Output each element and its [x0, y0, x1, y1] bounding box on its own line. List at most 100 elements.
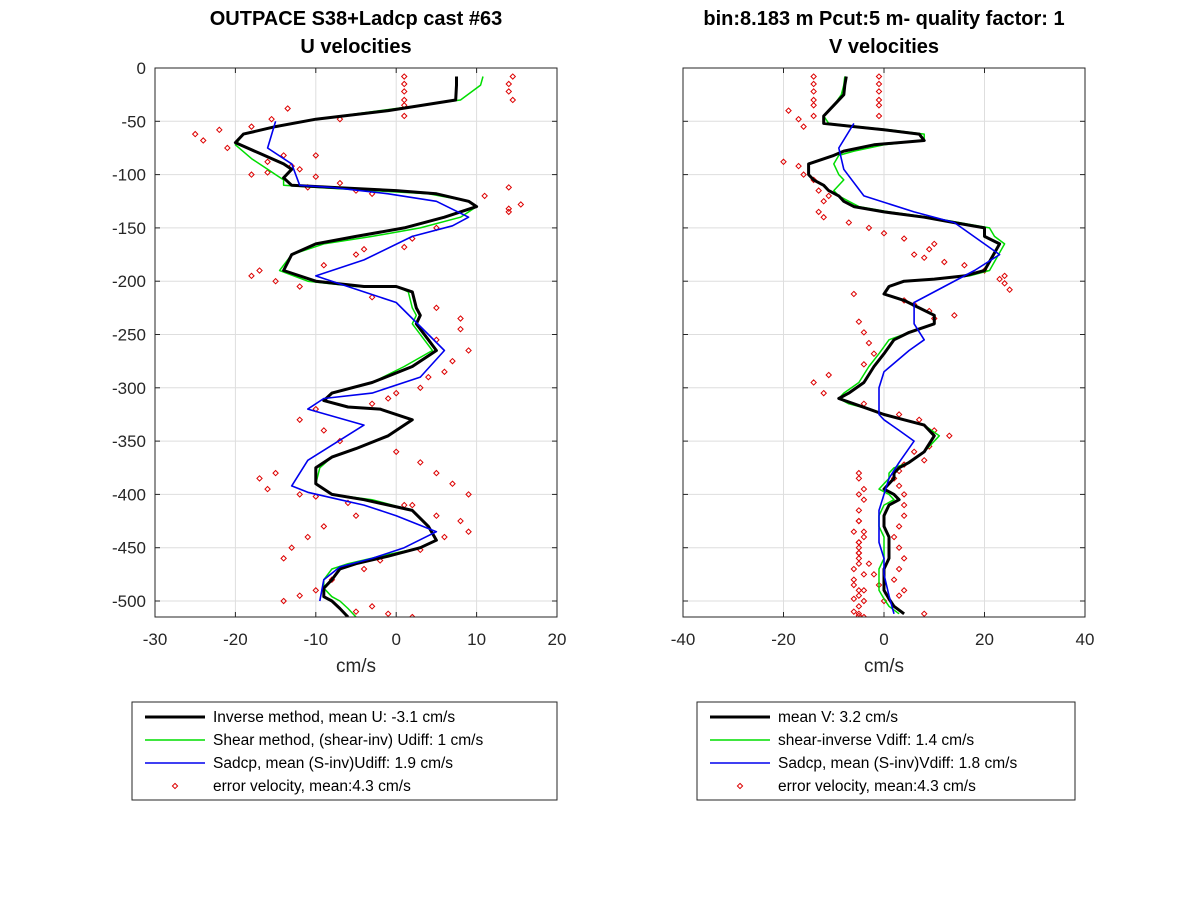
u-error-marker: [517, 201, 525, 208]
u-error-marker: [457, 325, 464, 333]
v-error-marker: [810, 80, 817, 88]
u-legend-label: Inverse method, mean U: -3.1 cm/s: [213, 709, 455, 726]
v-error-marker: [820, 213, 828, 221]
u-legend: Inverse method, mean U: -3.1 cm/s Shear m…: [131, 701, 558, 801]
u-xtick-label: -20: [223, 630, 248, 649]
u-error-marker: [296, 165, 304, 173]
v-error-marker: [860, 361, 868, 368]
u-plot-area: [191, 73, 525, 617]
u-error-marker: [296, 491, 304, 498]
u-ytick-label: -500: [112, 592, 146, 611]
u-error-marker: [457, 315, 464, 322]
v-error-marker: [875, 88, 883, 95]
v-legend-label: shear-inverse Vdiff: 1.4 cm/s: [778, 732, 974, 749]
v-error-marker: [860, 528, 868, 536]
u-error-marker: [505, 88, 513, 95]
v-legend: mean V: 3.2 cm/s shear-inverse Vdiff: 1.4…: [696, 701, 1076, 801]
v-error-marker: [895, 565, 903, 573]
v-error-marker: [860, 329, 868, 336]
u-error-marker: [505, 80, 513, 88]
u-xtick-label: 20: [548, 630, 567, 649]
v-error-marker: [880, 229, 888, 237]
v-legend-label: error velocity, mean:4.3 cm/s: [778, 778, 976, 795]
u-velocity-axes: -30 -20 -10 0 10 200-50-100-150-200-250-300-3…: [112, 59, 566, 677]
v-series-sadcp-line: [837, 122, 1001, 615]
v-xtick-label: -20: [771, 630, 796, 649]
v-error-marker: [951, 312, 958, 319]
u-error-marker: [264, 169, 271, 176]
u-error-marker: [457, 517, 464, 525]
u-error-marker: [509, 73, 517, 80]
v-error-marker: [870, 571, 878, 578]
v-error-marker: [810, 88, 817, 95]
u-xlabel: cm/s: [336, 656, 376, 677]
u-error-marker: [408, 613, 416, 617]
v-error-marker: [890, 475, 898, 482]
u-error-marker: [264, 158, 271, 166]
u-error-marker: [312, 493, 320, 500]
v-error-marker: [780, 158, 787, 166]
u-error-marker: [400, 112, 408, 120]
v-error-marker: [825, 371, 833, 379]
u-error-marker: [425, 373, 432, 381]
u-axes-frame: [154, 67, 558, 618]
v-error-marker: [855, 491, 863, 498]
v-error-marker: [900, 555, 908, 562]
v-error-marker: [860, 571, 868, 578]
v-legend-label: mean V: 3.2 cm/s: [778, 709, 898, 726]
v-error-marker: [996, 275, 1003, 283]
v-error-marker: [800, 123, 807, 130]
v-error-marker: [875, 112, 883, 120]
u-ytick-label: -200: [112, 272, 146, 291]
u-error-marker: [505, 184, 513, 191]
v-legend-label: Sadcp, mean (S-inv)Vdiff: 1.8 cm/s: [778, 755, 1017, 772]
v-error-marker: [855, 318, 863, 326]
v-error-marker: [795, 162, 802, 170]
u-xtick-label: -10: [304, 630, 329, 649]
v-error-marker: [895, 544, 903, 552]
v-error-marker: [1006, 286, 1013, 294]
v-error-marker: [940, 258, 948, 266]
v-legend-marker: [736, 782, 744, 790]
u-error-marker: [352, 512, 360, 520]
v-plot-area: [780, 73, 1013, 617]
u-legend-label: error velocity, mean:4.3 cm/s: [213, 778, 411, 795]
u-error-marker: [312, 173, 320, 181]
v-error-marker: [820, 197, 828, 205]
v-error-marker: [890, 533, 898, 541]
v-error-marker: [855, 603, 863, 610]
v-error-marker: [895, 482, 903, 490]
v-error-marker: [785, 107, 792, 114]
v-error-marker: [900, 491, 908, 498]
u-error-marker: [248, 171, 255, 178]
v-error-marker: [810, 112, 817, 120]
u-ytick-label: -450: [112, 539, 146, 558]
u-error-marker: [352, 608, 360, 615]
v-xtick-label: 0: [879, 630, 888, 649]
v-error-marker: [895, 592, 903, 599]
v-error-marker: [925, 245, 933, 253]
v-error-marker: [850, 576, 858, 583]
v-error-marker: [920, 610, 928, 617]
v-error-marker: [946, 432, 953, 440]
u-error-marker: [216, 126, 223, 134]
u-ytick-label: 0: [137, 59, 146, 78]
v-error-marker: [850, 581, 858, 589]
v-velocity-axes: -40 -20 0 20 40 cm/s: [671, 67, 1094, 677]
u-error-marker: [268, 115, 275, 123]
u-error-marker: [433, 469, 440, 477]
v-error-marker: [895, 523, 903, 530]
u-error-marker: [360, 565, 368, 573]
v-error-marker: [875, 102, 883, 109]
u-error-marker: [272, 277, 279, 285]
v-error-marker: [900, 587, 908, 594]
u-error-marker: [248, 272, 255, 280]
u-xtick-label: -30: [143, 630, 168, 649]
v-error-marker: [875, 80, 883, 88]
v-error-marker: [961, 261, 968, 269]
u-ytick-label: -100: [112, 166, 146, 185]
v-error-marker: [820, 389, 828, 397]
v-error-marker: [910, 448, 918, 456]
u-error-marker: [368, 603, 376, 610]
